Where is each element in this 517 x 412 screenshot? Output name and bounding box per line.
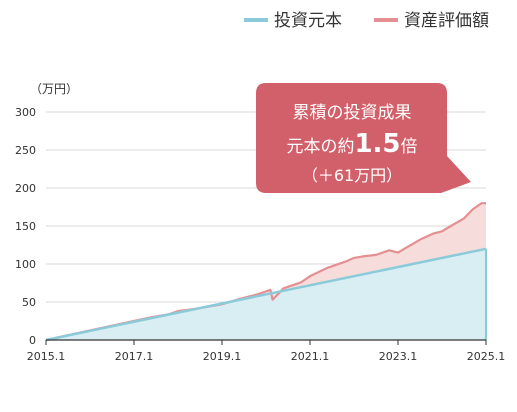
callout-multiplier: 1.5 xyxy=(354,129,400,159)
callout-bubble xyxy=(256,83,471,193)
callout-line-2-suffix: 倍 xyxy=(401,137,418,157)
legend: 投資元本 資産評価額 xyxy=(244,11,489,31)
legend-label-principal: 投資元本 xyxy=(274,11,342,31)
y-tick-label-150: 150 xyxy=(15,220,36,233)
series-layer xyxy=(45,202,487,342)
x-tick-label-2023.1: 2023.1 xyxy=(379,350,418,363)
y-tick-label-200: 200 xyxy=(15,182,36,195)
y-tick-label-50: 50 xyxy=(22,296,36,309)
y-axis-unit-label: （万円） xyxy=(30,82,78,96)
x-tick-label-2015.1: 2015.1 xyxy=(27,350,66,363)
x-tick-label-2017.1: 2017.1 xyxy=(115,350,154,363)
callout-line-2: 元本の約1.5倍 xyxy=(286,129,417,159)
x-tick-label-2019.1: 2019.1 xyxy=(203,350,242,363)
y-tick-label-250: 250 xyxy=(15,144,36,157)
callout-annotation: 累積の投資成果 元本の約1.5倍 （＋61万円） xyxy=(256,83,471,193)
callout-line-1: 累積の投資成果 xyxy=(293,103,412,123)
principal-line xyxy=(45,247,487,342)
callout-line-2-prefix: 元本の約 xyxy=(286,137,354,157)
legend-label-asset-value: 資産評価額 xyxy=(404,11,489,31)
axes: 0 50 100 150 200 250 300 2015.1 2017.1 2019.1 2021… xyxy=(15,106,505,363)
x-tick-label-2021.1: 2021.1 xyxy=(291,350,330,363)
y-tick-label-300: 300 xyxy=(15,106,36,119)
x-tick-label-2025.1: 2025.1 xyxy=(467,350,506,363)
callout-line-3: （＋61万円） xyxy=(302,166,402,185)
y-tick-label-0: 0 xyxy=(29,334,36,347)
y-tick-label-100: 100 xyxy=(15,258,36,271)
